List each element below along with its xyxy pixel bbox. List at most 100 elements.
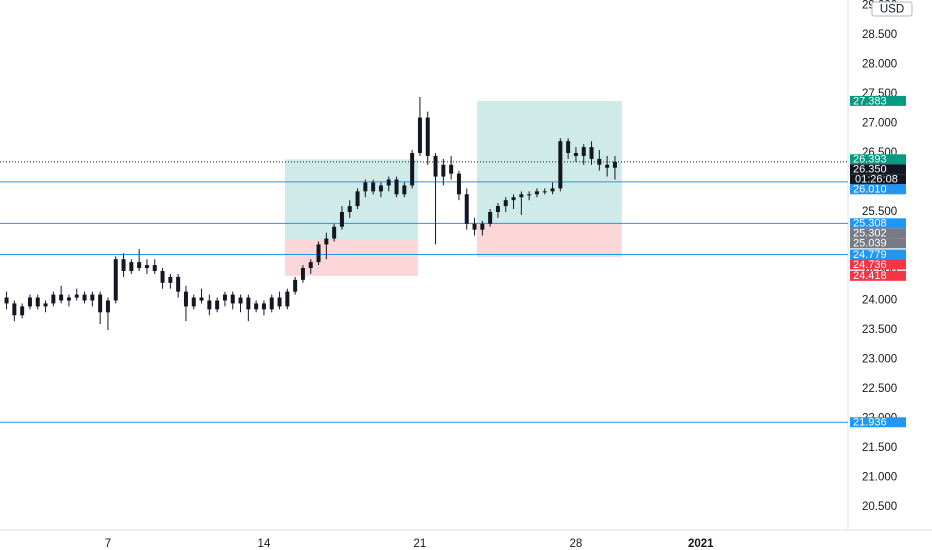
candle-body [4,297,9,304]
y-tick-label: 23.000 [862,354,897,366]
candle-body [238,297,243,304]
candle-body [472,223,477,230]
candle-body [464,194,469,224]
candle-body [246,297,251,310]
candle-body [160,270,165,283]
candle-body [66,297,71,301]
x-tick-label: 2021 [688,538,714,550]
candle-body [74,294,79,298]
candle-body [176,276,181,292]
candle-body [152,265,157,271]
candle-body [363,182,368,192]
price-label-bg [850,417,906,428]
candle-body [35,297,40,307]
y-tick-label: 22.500 [862,383,897,395]
candle-body [168,276,173,283]
price-label: 26.350 [853,164,887,176]
currency: USD [880,4,904,16]
candle-body [417,117,422,153]
candle-body [90,294,95,301]
y-tick-label: 27.000 [862,118,897,130]
y-tick-label: 21.500 [862,442,897,454]
price-label-bg [850,238,906,249]
y-tick-label: 28.000 [862,59,897,71]
price-label: 24.779 [853,249,887,261]
candle-body [597,158,602,165]
candle-body [605,164,610,168]
candle-body [433,155,438,177]
candle-body [300,268,305,280]
candle-body [230,294,235,304]
x-tick-label: 14 [258,538,271,550]
price-label: 25.039 [853,238,887,250]
candle-body [59,294,64,301]
y-tick-label: 28.500 [862,29,897,41]
candle-body [27,297,32,307]
candle-body [542,191,547,193]
candle-body [456,173,461,195]
y-tick-label: 24.000 [862,295,897,307]
x-tick-label: 21 [414,538,427,550]
stop-zone [477,223,622,258]
currency-box[interactable] [871,1,913,17]
candle-body [410,152,415,186]
candle-body [12,303,17,316]
candle-body [495,206,500,212]
candle-body [347,206,352,212]
plot-area [0,96,848,423]
candle-body [449,164,454,174]
price-label-bg [850,164,906,175]
candle-body [324,238,329,245]
candle-body [199,297,204,301]
y-tick-label: 25.500 [862,206,897,218]
price-label-bg [850,228,906,239]
candle-body [277,297,282,307]
candle-body [480,223,485,230]
candle-body [488,211,493,224]
price-label-bg [850,154,906,165]
candle-body [581,147,586,156]
candle-body [534,191,539,195]
candle-body [113,259,118,301]
candle-body [425,117,430,156]
price-label: 26.393 [853,154,887,166]
candle-body [386,179,391,186]
candle-body [573,152,578,156]
candle-body [129,262,134,271]
price-label: 27.383 [853,95,887,107]
candle-body [612,161,617,168]
price-label-bg [850,184,906,195]
y-tick-label: 21.000 [862,472,897,484]
stop-zone [284,239,419,276]
price-label: 25.308 [853,218,887,230]
candle-body [339,211,344,227]
candle-body [144,265,149,269]
candle-body [394,179,399,195]
candle-body [191,297,196,307]
candle-body [105,300,110,313]
price-label: 25.302 [853,228,887,240]
price-label-bg [850,218,906,229]
candle-body [215,300,220,310]
candle-body [316,244,321,263]
candle-body [82,294,87,301]
target-zone [284,159,419,240]
candle-body [378,185,383,192]
price-axis: 20.50021.00021.50022.00022.50023.00023.5… [850,0,906,513]
candle-body [261,303,266,310]
price-label-bg [850,259,906,270]
candle-body [519,194,524,198]
candle-body [98,294,103,313]
x-tick-label: 28 [570,538,583,550]
countdown-bg [850,174,906,185]
candle-body [589,147,594,159]
candle-body [285,291,290,307]
candle-body [558,141,563,189]
y-tick-label: 23.500 [862,324,897,336]
price-label: 24.418 [853,270,887,282]
candle-body [269,297,274,310]
candle-body [503,200,508,207]
candle-body [121,259,126,271]
candle-body [43,303,48,307]
candle-body [254,303,259,310]
